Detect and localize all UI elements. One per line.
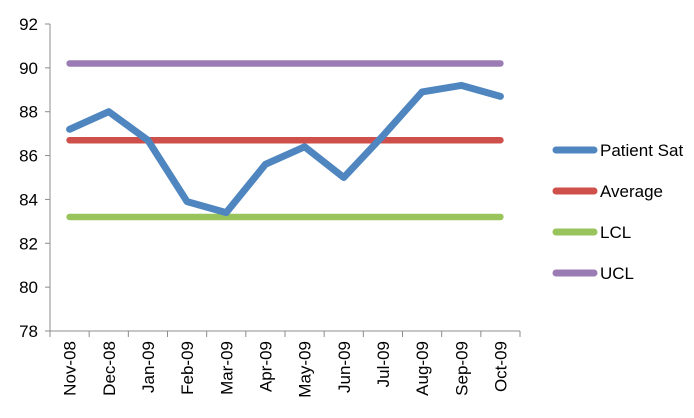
legend-label-ucl: UCL <box>600 264 634 283</box>
x-tick-label: Jul-09 <box>374 341 393 387</box>
legend: Patient Sat Average LCL UCL <box>552 141 683 283</box>
y-tick-label: 88 <box>19 103 38 122</box>
legend-label-patient-sat: Patient Sat <box>600 141 683 160</box>
x-tick-label: May-09 <box>296 341 315 398</box>
x-tick-label: Aug-09 <box>413 341 432 396</box>
x-tick-label: Oct-09 <box>491 341 510 392</box>
y-tick-label: 86 <box>19 147 38 166</box>
x-tick-label: Apr-09 <box>256 341 275 392</box>
legend-label-average: Average <box>600 182 663 201</box>
x-tick-label: Jun-09 <box>335 341 354 393</box>
x-tick-label: Nov-08 <box>61 341 80 396</box>
y-tick-label: 92 <box>19 15 38 34</box>
y-tick-label: 84 <box>19 190 38 209</box>
y-tick-label: 80 <box>19 278 38 297</box>
y-tick-label: 78 <box>19 322 38 341</box>
x-tick-label: Feb-09 <box>178 341 197 395</box>
y-tick-label: 90 <box>19 59 38 78</box>
series-line-patient-sat <box>66 81 504 217</box>
y-tick-label: 82 <box>19 234 38 253</box>
axes: 78 80 82 84 86 88 90 92 Nov-08 Dec-08 Jan-09 Feb-09… <box>19 15 521 398</box>
legend-label-lcl: LCL <box>600 223 631 242</box>
x-tick-label: Dec-08 <box>100 341 119 396</box>
series-lines <box>66 60 504 221</box>
x-tick-label: Mar-09 <box>217 341 236 395</box>
x-tick-label: Sep-09 <box>452 341 471 396</box>
x-tick-label: Jan-09 <box>139 341 158 393</box>
